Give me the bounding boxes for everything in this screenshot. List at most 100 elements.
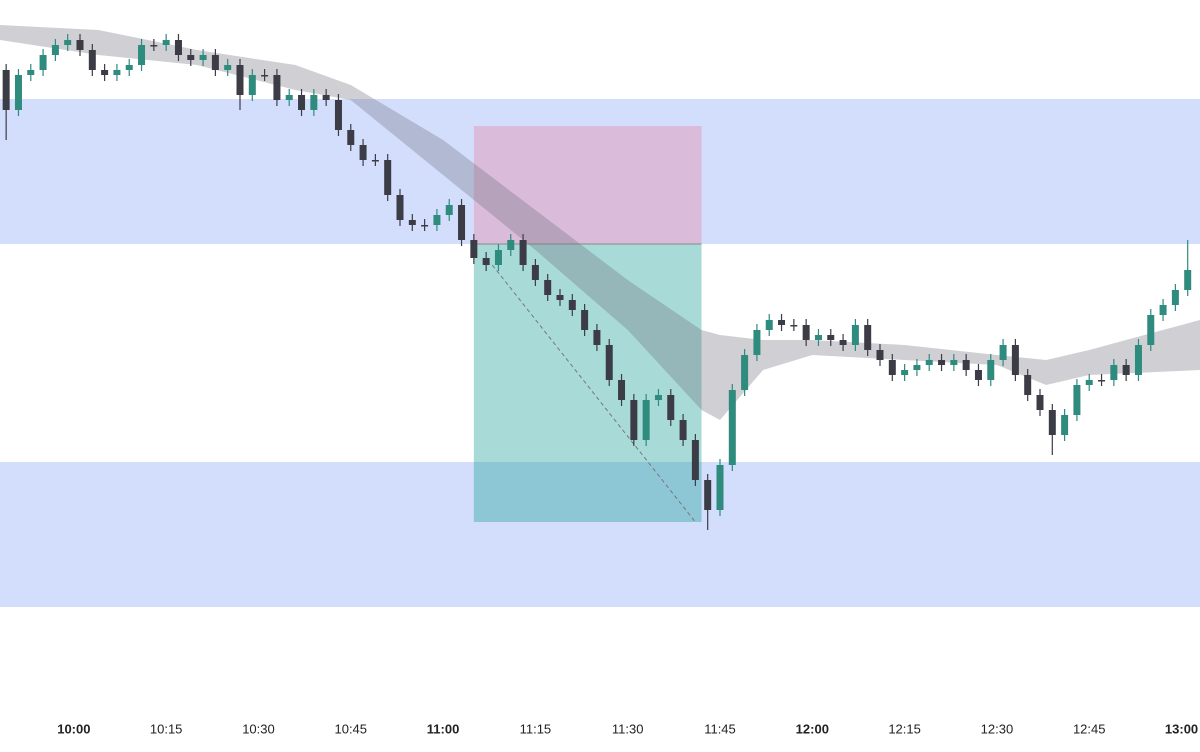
candle-body bbox=[962, 360, 970, 370]
candle-body bbox=[482, 258, 490, 265]
candle-body bbox=[1011, 345, 1019, 375]
candle-body bbox=[150, 45, 158, 47]
candle-body bbox=[1122, 365, 1130, 375]
candle-body bbox=[605, 345, 613, 380]
x-tick-label: 11:45 bbox=[704, 721, 736, 736]
x-tick-label: 12:00 bbox=[796, 721, 829, 736]
x-tick-label: 10:45 bbox=[334, 721, 367, 736]
candle-body bbox=[27, 70, 35, 75]
candle-body bbox=[1073, 385, 1081, 415]
candle-body bbox=[642, 400, 650, 440]
x-tick-label: 13:00 bbox=[1165, 721, 1198, 736]
candle-body bbox=[1098, 380, 1106, 382]
x-tick-label: 12:15 bbox=[888, 721, 921, 736]
candle-body bbox=[691, 440, 699, 480]
candle-body bbox=[950, 360, 958, 365]
candle-body bbox=[778, 320, 786, 325]
candle-body bbox=[298, 95, 306, 110]
x-tick-label: 10:00 bbox=[57, 721, 90, 736]
candle-body bbox=[76, 40, 84, 50]
candle-body bbox=[2, 70, 10, 110]
candle-body bbox=[113, 70, 121, 75]
candle-body bbox=[64, 40, 72, 45]
candle-body bbox=[310, 95, 318, 110]
candle-body bbox=[211, 55, 219, 70]
candle-body bbox=[384, 160, 392, 195]
candle-body bbox=[236, 65, 244, 95]
x-tick-label: 11:15 bbox=[520, 721, 552, 736]
candle-body bbox=[347, 130, 355, 145]
candle-body bbox=[1085, 380, 1093, 385]
candle-body bbox=[556, 295, 564, 300]
candle-body bbox=[322, 95, 330, 100]
candle-body bbox=[728, 390, 736, 465]
x-tick-label: 12:45 bbox=[1073, 721, 1106, 736]
x-tick-label: 12:30 bbox=[981, 721, 1014, 736]
candle-body bbox=[51, 45, 59, 55]
candle-body bbox=[630, 400, 638, 440]
candle-body bbox=[1024, 375, 1032, 395]
candle-body bbox=[101, 70, 109, 75]
candle-body bbox=[458, 205, 466, 240]
candle-body bbox=[753, 330, 761, 355]
candle-body bbox=[125, 65, 133, 70]
candle-body bbox=[285, 95, 293, 100]
candle-body bbox=[138, 45, 146, 65]
candle-body bbox=[396, 195, 404, 220]
candle-body bbox=[888, 360, 896, 375]
candle-body bbox=[470, 240, 478, 258]
candle-body bbox=[679, 420, 687, 440]
candle-body bbox=[999, 345, 1007, 360]
candle-body bbox=[224, 65, 232, 70]
candle-body bbox=[421, 225, 429, 227]
candle-body bbox=[174, 40, 182, 55]
candle-body bbox=[765, 320, 773, 330]
candle-body bbox=[162, 40, 170, 45]
candle-body bbox=[519, 240, 527, 265]
candle-body bbox=[716, 465, 724, 510]
trade-path bbox=[491, 264, 696, 523]
candle-body bbox=[507, 240, 515, 250]
candle-body bbox=[1048, 410, 1056, 435]
candle-body bbox=[654, 395, 662, 400]
zone bbox=[0, 99, 1200, 244]
candle-body bbox=[544, 280, 552, 295]
candle-body bbox=[1147, 315, 1155, 345]
candle-body bbox=[408, 220, 416, 225]
candle-body bbox=[814, 335, 822, 340]
candle-body bbox=[827, 335, 835, 340]
x-tick-label: 11:30 bbox=[612, 721, 644, 736]
x-tick-label: 10:30 bbox=[242, 721, 275, 736]
stop-box bbox=[473, 126, 702, 244]
candle-body bbox=[901, 370, 909, 375]
candle-body bbox=[568, 300, 576, 310]
candle-body bbox=[88, 50, 96, 70]
candle-body bbox=[938, 360, 946, 365]
zone bbox=[0, 462, 1200, 607]
candle-body bbox=[494, 250, 502, 265]
candle-body bbox=[273, 75, 281, 100]
candle-body bbox=[876, 350, 884, 360]
candle-body bbox=[1036, 395, 1044, 410]
candle-body bbox=[839, 340, 847, 345]
candle-body bbox=[741, 355, 749, 390]
candle-body bbox=[359, 145, 367, 160]
candle-body bbox=[261, 75, 269, 77]
x-tick-label: 11:00 bbox=[427, 721, 460, 736]
candle-body bbox=[1159, 305, 1167, 315]
candle-body bbox=[802, 325, 810, 340]
candle-body bbox=[1134, 345, 1142, 375]
candle-body bbox=[913, 365, 921, 370]
candle-body bbox=[1184, 270, 1192, 290]
candle-body bbox=[925, 360, 933, 365]
candle-body bbox=[199, 55, 207, 60]
candle-body bbox=[433, 215, 441, 225]
candle-body bbox=[864, 325, 872, 350]
candle-body bbox=[618, 380, 626, 400]
candle-body bbox=[581, 310, 589, 330]
candle-body bbox=[248, 75, 256, 95]
candle-body bbox=[1110, 365, 1118, 380]
candle-body bbox=[371, 160, 379, 162]
candle-body bbox=[987, 360, 995, 380]
